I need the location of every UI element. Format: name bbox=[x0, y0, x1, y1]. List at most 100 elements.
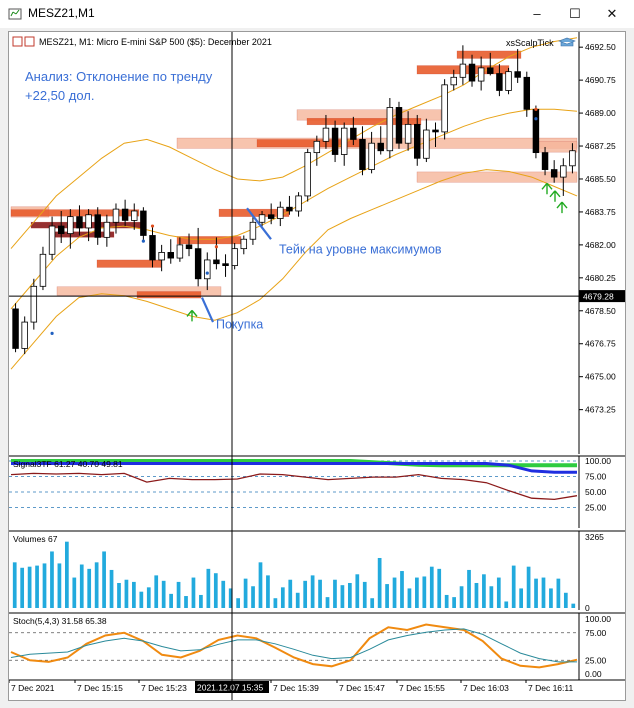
signal-tick-label: 50.00 bbox=[585, 487, 607, 497]
time-tick-label: 7 Dec 15:15 bbox=[77, 683, 123, 693]
price-tick-label: 4687.25 bbox=[585, 141, 616, 151]
volume-bar bbox=[273, 598, 278, 608]
volume-bar bbox=[72, 577, 77, 608]
price-zone bbox=[96, 259, 162, 268]
candle-body bbox=[350, 127, 357, 140]
candle-body bbox=[523, 76, 531, 110]
volume-bar bbox=[504, 601, 509, 608]
volume-bar bbox=[541, 577, 546, 608]
volume-bar bbox=[511, 565, 516, 608]
volume-bar bbox=[154, 575, 159, 608]
candle-body bbox=[441, 84, 448, 133]
candle-body bbox=[304, 152, 311, 197]
volume-bar bbox=[444, 594, 449, 608]
price-zone bbox=[176, 137, 578, 149]
graduation-cap-icon bbox=[558, 37, 576, 47]
volume-bar bbox=[161, 580, 166, 608]
candle-body bbox=[468, 63, 476, 82]
price-tick-label: 4683.75 bbox=[585, 207, 616, 217]
volume-bar bbox=[422, 576, 427, 608]
stoch-pane-title: Stoch(5,4,3) 31.58 65.38 bbox=[13, 616, 107, 626]
chart-symbol-header: MESZ21, M1: Micro E-mini S&P 500 ($5): D… bbox=[39, 37, 272, 47]
volume-bar bbox=[184, 596, 188, 608]
signal-series-line bbox=[11, 462, 577, 474]
candle-body bbox=[331, 127, 339, 155]
candle-body bbox=[112, 208, 120, 223]
candle-body bbox=[313, 140, 321, 154]
signal-dot bbox=[50, 331, 54, 335]
price-zone bbox=[416, 171, 578, 183]
candle-body bbox=[377, 142, 384, 152]
candle-body bbox=[477, 67, 485, 82]
signal-dot bbox=[205, 271, 209, 275]
take-profit-label: Тейк на уровне максимумов bbox=[279, 242, 442, 256]
stoch-tick-label: 100.00 bbox=[585, 614, 611, 624]
volume-bar bbox=[64, 541, 69, 608]
candle-body bbox=[560, 165, 567, 178]
candle-body bbox=[450, 76, 457, 86]
minimize-button[interactable]: – bbox=[533, 6, 541, 21]
chart-canvas[interactable]: 4692.50 4690.75 4689.00 4687.25 4685.50 4683.… bbox=[9, 32, 625, 700]
candle-body bbox=[569, 150, 576, 167]
time-tick-label: 7 Dec 15:39 bbox=[273, 683, 319, 693]
candle-body bbox=[532, 108, 540, 154]
maximize-button[interactable]: ☐ bbox=[569, 6, 581, 21]
signal-dot bbox=[534, 107, 538, 111]
candle-body bbox=[258, 214, 266, 223]
price-zone bbox=[176, 236, 242, 245]
volume-tick-label: 3265 bbox=[585, 532, 604, 542]
candle-body bbox=[267, 214, 275, 219]
time-tick-label: 7 Dec 15:23 bbox=[141, 683, 187, 693]
candle-body bbox=[12, 308, 19, 349]
candle-body bbox=[487, 67, 494, 74]
candle-body bbox=[167, 252, 174, 259]
buy-arrow-icon bbox=[549, 190, 561, 202]
signal-dot bbox=[534, 117, 538, 121]
candle-body bbox=[496, 73, 503, 91]
buy-arrow-icon bbox=[541, 182, 553, 195]
price-zone bbox=[456, 50, 522, 59]
price-zone bbox=[306, 118, 422, 126]
candle-body bbox=[85, 214, 92, 229]
chart-window[interactable]: 4692.50 4690.75 4689.00 4687.25 4685.50 4683.… bbox=[8, 31, 626, 701]
time-axis-background bbox=[9, 680, 625, 700]
stoch-pane-background bbox=[9, 613, 625, 680]
volume-bar bbox=[124, 579, 129, 608]
volume-bar bbox=[310, 575, 315, 608]
volume-bar bbox=[79, 564, 84, 608]
volume-bar bbox=[280, 587, 285, 608]
volume-bar bbox=[139, 591, 144, 608]
signal-dot bbox=[150, 224, 155, 228]
candle-body bbox=[67, 216, 74, 234]
main-pane-background bbox=[9, 32, 625, 454]
time-tick-label: 7 Dec 15:47 bbox=[339, 683, 385, 693]
candle-body bbox=[286, 206, 293, 212]
candle-body bbox=[103, 221, 111, 238]
candle-body bbox=[158, 252, 165, 261]
volume-bar bbox=[266, 575, 270, 608]
time-tick-label: 7 Dec 2021 bbox=[11, 683, 55, 693]
stoch-tick-label: 25.00 bbox=[585, 655, 607, 665]
candle-body bbox=[231, 248, 238, 266]
volume-bar bbox=[467, 569, 471, 608]
close-button[interactable]: ✕ bbox=[606, 6, 618, 21]
volume-bar bbox=[355, 574, 360, 608]
volume-bar bbox=[132, 581, 136, 608]
candle-body bbox=[57, 225, 65, 234]
window-title: MESZ21,M1 bbox=[28, 6, 95, 20]
candle-body bbox=[550, 169, 558, 178]
band-line-lower bbox=[10, 169, 578, 370]
candle-body bbox=[505, 71, 512, 91]
candle-body bbox=[30, 285, 38, 323]
volume-bar bbox=[117, 582, 121, 608]
price-tick-label: 4678.50 bbox=[585, 306, 616, 316]
price-tick-label: 4690.75 bbox=[585, 75, 616, 85]
candle-body bbox=[213, 259, 220, 265]
candle-body bbox=[121, 208, 129, 221]
window-titlebar: MESZ21,M1 – ☐ ✕ bbox=[0, 0, 634, 28]
volume-pane-title: Volumes 67 bbox=[13, 534, 58, 544]
crosshair-price-box bbox=[579, 290, 625, 303]
candle-body bbox=[240, 238, 248, 250]
volume-bar bbox=[236, 598, 241, 608]
volume-bar bbox=[50, 551, 54, 608]
